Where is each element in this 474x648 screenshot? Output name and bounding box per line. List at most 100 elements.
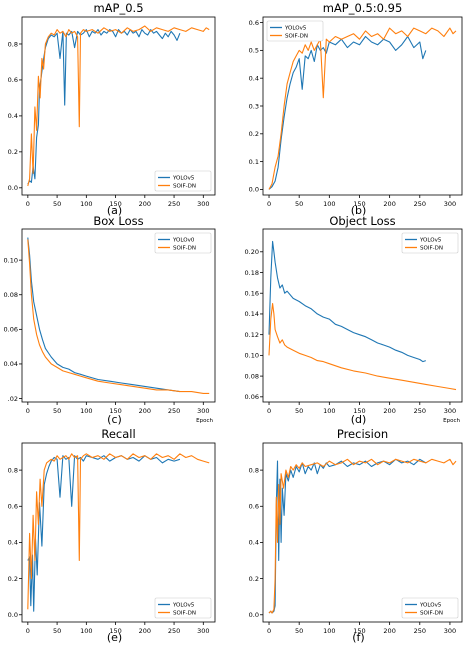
x-tick-label: 0	[26, 200, 30, 208]
y-tick-label: 0.08	[4, 291, 18, 299]
legend-entry: YOLOv5	[172, 603, 195, 609]
x-tick-label: 0	[267, 627, 271, 635]
series-line	[268, 458, 427, 614]
panel-caption: (b)	[351, 204, 367, 217]
axes-frame	[262, 16, 463, 196]
x-tick-label: 150	[353, 627, 365, 635]
chart-panel: 0 50 100 150 200 250 300 0.0 0.1 0.2 0.3 0.4 0.5 0.6 m…	[249, 1, 463, 217]
x-axis-label: Epoch	[443, 418, 460, 424]
y-tick-label: 0.0	[249, 611, 259, 619]
legend: YOLOv5 SOIF-DN	[154, 170, 212, 192]
series-line	[27, 239, 210, 394]
y-tick-label: 0.3	[249, 102, 259, 110]
x-tick-label: 100	[323, 407, 335, 415]
x-tick-label: 200	[139, 200, 151, 208]
chart-panel: 0 50 100 150 200 250 300 .02 0.04 0.06 0.08 0.10 Box…	[4, 214, 216, 426]
x-tick-label: 200	[139, 627, 151, 635]
legend-entry: SOIF-DN	[173, 184, 196, 190]
legend-entry: YOLOv0	[172, 238, 195, 244]
y-tick-label: 0.12	[245, 331, 259, 339]
panel-caption: (e)	[107, 631, 122, 644]
y-tick-label: 0.1	[249, 158, 259, 166]
axes-frame	[21, 16, 216, 196]
x-tick-label: 200	[383, 627, 395, 635]
x-tick-label: 200	[383, 407, 395, 415]
axes-frame	[262, 228, 463, 403]
chart-panel: 0 50 100 150 200 250 300 0.0 0.2 0.4 0.6 0.8 Recall (…	[8, 427, 216, 644]
y-tick-label: 0.2	[249, 575, 259, 583]
legend-entry: YOLOv5	[419, 238, 442, 244]
chart-title: Object Loss	[329, 214, 395, 228]
x-tick-label: 300	[197, 407, 209, 415]
series-line	[27, 237, 180, 393]
x-tick-label: 0	[267, 407, 271, 415]
y-tick-label: 0.8	[249, 466, 259, 474]
x-tick-label: 50	[295, 200, 303, 208]
panel-caption: (c)	[107, 413, 122, 426]
y-tick-label: 0.10	[4, 256, 18, 264]
legend-entry: SOIF-DN	[173, 611, 196, 617]
y-tick-label: 0.16	[245, 290, 259, 298]
series-line	[268, 458, 457, 614]
panel-caption: (f)	[352, 631, 364, 644]
y-tick-label: 0.2	[8, 575, 18, 583]
y-tick-label: 0.2	[8, 148, 18, 156]
y-tick-label: 0.5	[249, 47, 259, 55]
chart-panel: 0 50 100 150 200 250 300 0.0 0.2 0.4 0.6 0.8 mAP_0.5…	[8, 1, 216, 217]
x-tick-label: 100	[323, 200, 335, 208]
x-tick-label: 250	[414, 407, 426, 415]
y-tick-label: 0.06	[245, 393, 259, 401]
y-tick-label: 0.14	[245, 310, 259, 318]
y-tick-label: 0.6	[249, 503, 259, 511]
legend-entry: SOIF-DN	[285, 34, 308, 40]
y-tick-label: 0.0	[8, 611, 18, 619]
y-tick-label: 0.6	[8, 503, 18, 511]
legend: YOLOv5 SOIF-DN	[266, 20, 324, 42]
x-tick-label: 50	[295, 627, 303, 635]
y-tick-label: 0.2	[249, 130, 259, 138]
y-tick-label: 0.4	[249, 539, 259, 547]
axes-frame	[21, 442, 216, 623]
y-tick-label: 0.6	[8, 76, 18, 84]
x-tick-label: 150	[109, 407, 121, 415]
legend-entry: SOIF-DN	[173, 246, 196, 252]
y-tick-label: 0.8	[8, 466, 18, 474]
x-tick-label: 300	[444, 627, 456, 635]
y-tick-label: 0.4	[249, 74, 259, 82]
x-tick-label: 100	[80, 200, 92, 208]
legend: YOLOv5 SOIF-DN	[401, 597, 459, 619]
x-tick-label: 50	[295, 407, 303, 415]
x-tick-label: 300	[197, 200, 209, 208]
y-tick-label: 0.08	[245, 372, 259, 380]
x-tick-label: 0	[267, 200, 271, 208]
y-tick-label: 0.06	[4, 326, 18, 334]
legend-entry: YOLOv5	[284, 26, 307, 32]
x-tick-label: 200	[139, 407, 151, 415]
x-tick-label: 50	[53, 627, 61, 635]
axes-frame	[21, 228, 216, 403]
series-line	[27, 25, 210, 187]
axes-frame	[262, 442, 463, 623]
x-tick-label: 50	[53, 407, 61, 415]
x-tick-label: 250	[168, 200, 180, 208]
x-tick-label: 150	[353, 407, 365, 415]
y-tick-label: 0.4	[8, 539, 18, 547]
series-line	[268, 27, 457, 190]
x-tick-label: 0	[26, 627, 30, 635]
x-axis-label: Epoch	[196, 418, 213, 424]
series-line	[27, 455, 181, 612]
x-tick-label: 300	[444, 407, 456, 415]
legend: YOLOv0 SOIF-DN	[154, 232, 212, 254]
x-tick-label: 100	[80, 407, 92, 415]
x-tick-label: 0	[26, 407, 30, 415]
series-line	[268, 35, 427, 190]
series-line	[27, 29, 181, 185]
y-tick-label: 0.0	[249, 186, 259, 194]
y-tick-label: 0.4	[8, 112, 18, 120]
legend: YOLOv5 SOIF-DN	[154, 597, 212, 619]
chart-panel: 0 50 100 150 200 250 300 0.0 0.2 0.4 0.6 0.8 Precisi…	[249, 427, 463, 644]
x-tick-label: 250	[168, 407, 180, 415]
x-tick-label: 250	[168, 627, 180, 635]
chart-title: Box Loss	[93, 214, 143, 228]
x-tick-label: 250	[414, 200, 426, 208]
